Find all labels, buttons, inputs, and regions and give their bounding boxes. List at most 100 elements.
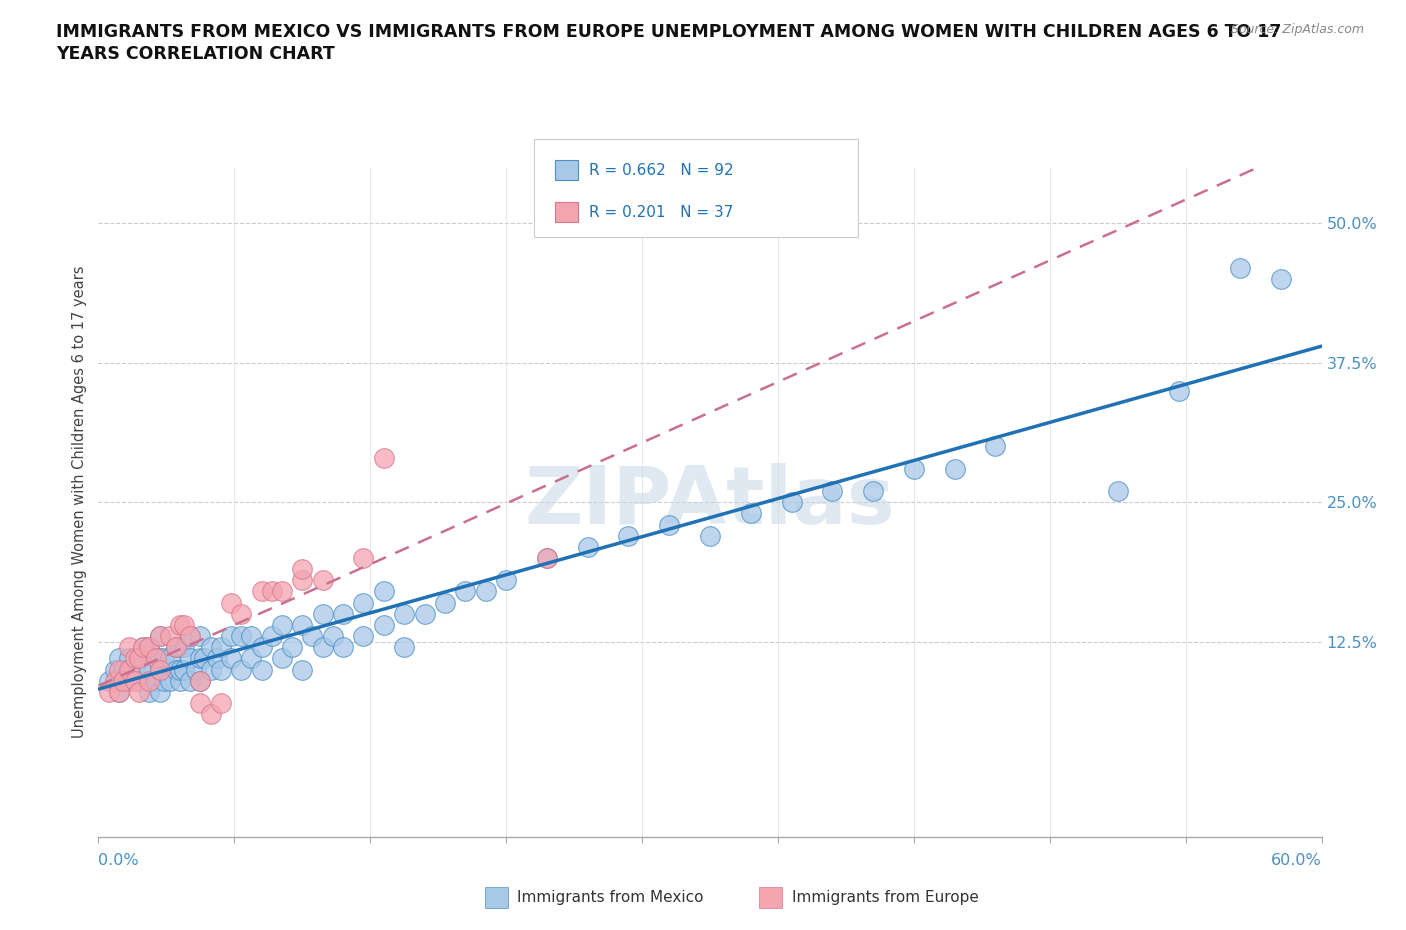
Point	[169, 640, 191, 655]
Point	[219, 629, 242, 644]
Point	[943, 461, 966, 476]
Point	[108, 662, 131, 677]
Point	[97, 673, 120, 688]
Point	[322, 629, 344, 644]
Point	[124, 651, 146, 666]
Point	[128, 651, 150, 666]
Point	[188, 651, 212, 666]
Point	[188, 673, 212, 688]
Point	[104, 662, 127, 677]
Point	[209, 662, 232, 677]
Point	[250, 662, 273, 677]
Text: 0.0%: 0.0%	[98, 853, 139, 868]
Point	[392, 640, 416, 655]
Text: IMMIGRANTS FROM MEXICO VS IMMIGRANTS FROM EUROPE UNEMPLOYMENT AMONG WOMEN WITH C: IMMIGRANTS FROM MEXICO VS IMMIGRANTS FRO…	[56, 23, 1282, 41]
Point	[128, 684, 150, 699]
Point	[169, 673, 191, 688]
Point	[138, 640, 160, 655]
Point	[200, 707, 222, 722]
Point	[903, 461, 925, 476]
Point	[132, 640, 155, 655]
Point	[474, 584, 498, 599]
Text: ZIPAtlas: ZIPAtlas	[524, 463, 896, 541]
Point	[108, 684, 131, 699]
Point	[1167, 383, 1189, 398]
Point	[108, 684, 131, 699]
Point	[200, 662, 222, 677]
Text: 60.0%: 60.0%	[1271, 853, 1322, 868]
Point	[97, 684, 120, 699]
Point	[250, 584, 273, 599]
Point	[138, 684, 160, 699]
Point	[209, 640, 232, 655]
Point	[536, 551, 558, 565]
Point	[173, 640, 195, 655]
Point	[152, 651, 174, 666]
Point	[312, 606, 335, 621]
Point	[165, 640, 187, 655]
Point	[352, 629, 374, 644]
Text: Immigrants from Europe: Immigrants from Europe	[792, 890, 979, 905]
Point	[138, 640, 160, 655]
Point	[205, 651, 228, 666]
Point	[231, 662, 253, 677]
Point	[392, 606, 416, 621]
Point	[291, 562, 314, 577]
Point	[576, 539, 599, 554]
Point	[312, 640, 335, 655]
Point	[149, 629, 172, 644]
Point	[149, 662, 172, 677]
Point	[188, 696, 212, 711]
Point	[108, 651, 131, 666]
Point	[132, 662, 155, 677]
Point	[413, 606, 436, 621]
Point	[118, 673, 141, 688]
Point	[149, 684, 172, 699]
Point	[104, 673, 127, 688]
Point	[260, 584, 283, 599]
Point	[740, 506, 762, 521]
Point	[173, 662, 195, 677]
Point	[260, 629, 283, 644]
Point	[152, 673, 174, 688]
Point	[536, 551, 558, 565]
Point	[169, 618, 191, 632]
Point	[1229, 260, 1251, 275]
Point	[984, 439, 1007, 454]
Point	[1107, 484, 1129, 498]
Text: R = 0.201   N = 37: R = 0.201 N = 37	[589, 205, 734, 219]
Point	[188, 673, 212, 688]
Point	[219, 595, 242, 610]
Point	[373, 618, 395, 632]
Point	[186, 662, 208, 677]
Point	[495, 573, 517, 588]
Point	[169, 662, 191, 677]
Point	[193, 651, 215, 666]
Point	[699, 528, 721, 543]
Point	[240, 651, 263, 666]
Point	[159, 673, 181, 688]
Point	[138, 662, 160, 677]
Point	[124, 673, 146, 688]
Text: Source: ZipAtlas.com: Source: ZipAtlas.com	[1230, 23, 1364, 36]
Point	[434, 595, 457, 610]
Text: R = 0.662   N = 92: R = 0.662 N = 92	[589, 163, 734, 178]
Point	[821, 484, 844, 498]
Point	[159, 629, 181, 644]
Point	[188, 629, 212, 644]
Point	[332, 606, 354, 621]
Point	[352, 551, 374, 565]
Point	[373, 584, 395, 599]
Point	[270, 651, 294, 666]
Point	[454, 584, 477, 599]
Point	[231, 606, 253, 621]
Point	[291, 573, 314, 588]
Text: Immigrants from Mexico: Immigrants from Mexico	[517, 890, 704, 905]
Point	[291, 662, 314, 677]
Point	[862, 484, 884, 498]
Point	[312, 573, 335, 588]
Point	[138, 673, 160, 688]
Point	[145, 651, 167, 666]
Point	[281, 640, 304, 655]
Point	[301, 629, 323, 644]
